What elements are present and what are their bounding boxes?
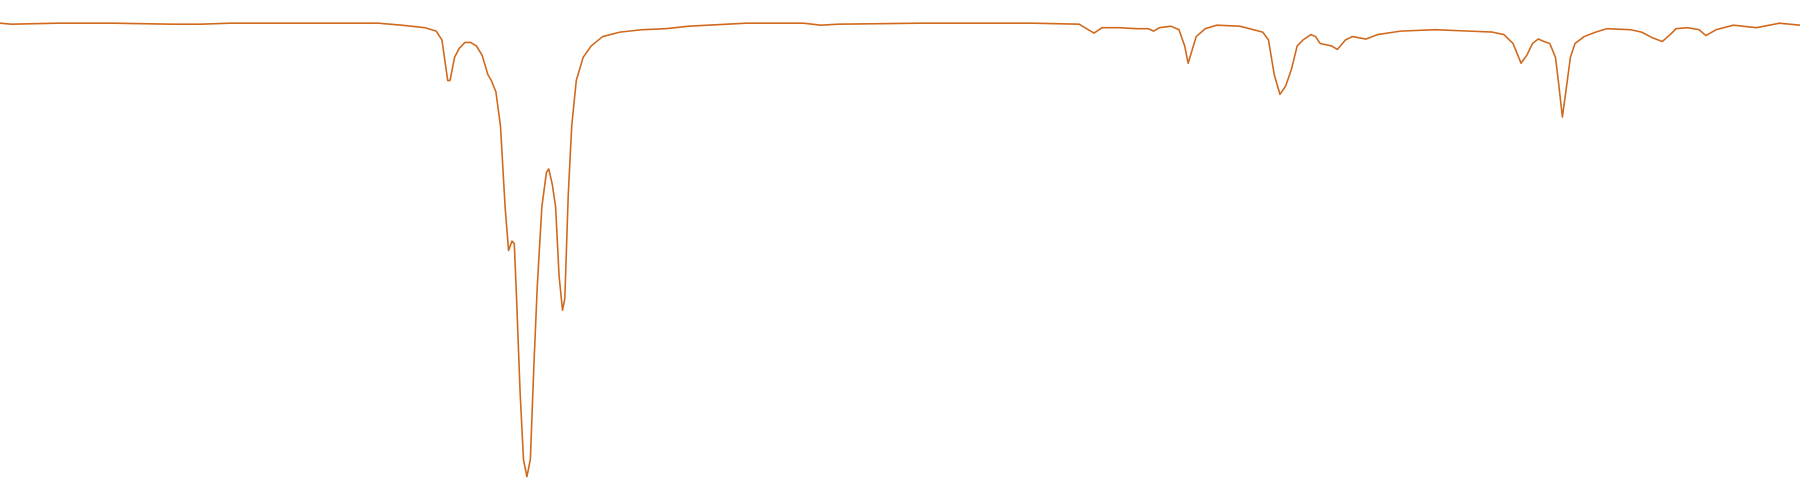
- spectrum-line: [0, 22, 1800, 478]
